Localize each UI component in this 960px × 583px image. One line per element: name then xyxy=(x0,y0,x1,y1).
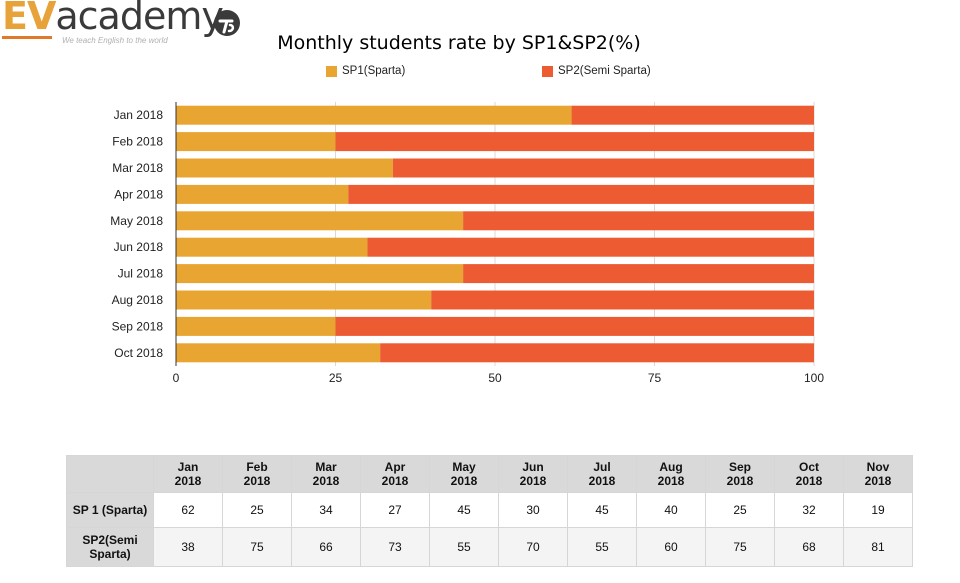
table-column-header: Jan 2018 xyxy=(153,455,223,493)
logo-wordmark: EVacademy xyxy=(2,0,224,38)
table-cell: 25 xyxy=(222,492,292,528)
table-column-header: Apr 2018 xyxy=(360,455,430,493)
table-row-header: SP 1 (Sparta) xyxy=(66,492,154,528)
table-column-header: Nov 2018 xyxy=(843,455,913,493)
table-cell: 70 xyxy=(498,527,568,567)
legend-swatch-sp1 xyxy=(326,65,337,77)
bar-sp2 xyxy=(431,290,814,310)
table-cell: 45 xyxy=(429,492,499,528)
bar-sp2 xyxy=(571,105,814,125)
x-tick-label: 25 xyxy=(329,371,343,385)
bar-sp2 xyxy=(392,158,814,178)
bar-sp1 xyxy=(176,343,381,363)
bar-sp1 xyxy=(176,211,464,231)
legend-swatch-sp2 xyxy=(542,65,553,77)
y-tick-label: Oct 2018 xyxy=(114,346,163,360)
x-tick-label: 75 xyxy=(648,371,662,385)
x-tick-label: 100 xyxy=(804,371,824,385)
bar-sp1 xyxy=(176,184,349,204)
x-tick-label: 0 xyxy=(173,371,180,385)
data-table: Jan 2018 Feb 2018 Mar 2018 Apr 2018 May 2018… xyxy=(66,455,913,567)
table-cell: 55 xyxy=(567,527,637,567)
table-column-header: Oct 2018 xyxy=(774,455,844,493)
bar-sp2 xyxy=(380,343,814,363)
bar-sp2 xyxy=(335,132,814,152)
y-tick-label: Mar 2018 xyxy=(112,161,163,175)
table-corner-cell xyxy=(66,455,154,493)
table-column-header: Sep 2018 xyxy=(705,455,775,493)
logo-underline xyxy=(2,36,52,39)
bar-sp1 xyxy=(176,237,368,257)
legend-item-sp2: SP2(Semi Sparta) xyxy=(542,65,651,77)
bar-sp1 xyxy=(176,132,336,152)
bar-sp1 xyxy=(176,290,432,310)
x-tick-label: 50 xyxy=(488,371,502,385)
table-cell: 73 xyxy=(360,527,430,567)
table-cell: 66 xyxy=(291,527,361,567)
table-cell: 62 xyxy=(153,492,223,528)
table-cell: 38 xyxy=(153,527,223,567)
y-tick-label: Jul 2018 xyxy=(118,267,164,281)
stacked-bar-chart: Jan 2018 Feb 2018 Mar 2018 Apr 2018 May 2018… xyxy=(110,102,824,385)
evacademy-logo: EVacademy We teach English to the world xyxy=(0,0,260,50)
y-tick-label: Apr 2018 xyxy=(114,187,163,201)
logo-emblem-icon xyxy=(214,10,240,36)
y-tick-label: Jan 2018 xyxy=(114,108,164,122)
chart-legend: SP1(Sparta) SP2(Semi Sparta) xyxy=(0,65,960,81)
legend-item-sp1: SP1(Sparta) xyxy=(326,65,405,77)
bar-sp1 xyxy=(176,105,572,125)
bar-sp2 xyxy=(348,184,814,204)
table-cell: 27 xyxy=(360,492,430,528)
bar-sp1 xyxy=(176,316,336,336)
table-column-header: Mar 2018 xyxy=(291,455,361,493)
table-cell: 19 xyxy=(843,492,913,528)
table-column-header: Jun 2018 xyxy=(498,455,568,493)
table-cell: 34 xyxy=(291,492,361,528)
table-column-header: May 2018 xyxy=(429,455,499,493)
table-cell: 81 xyxy=(843,527,913,567)
logo-tagline: We teach English to the world xyxy=(62,36,168,45)
legend-label-sp1: SP1(Sparta) xyxy=(342,65,406,77)
table-row: SP2(Semi Sparta) 38 75 66 73 55 70 55 60 75 68 81 xyxy=(66,527,913,567)
table-header-row: Jan 2018 Feb 2018 Mar 2018 Apr 2018 May 2018… xyxy=(66,455,913,493)
table-row: SP 1 (Sparta) 62 25 34 27 45 30 45 40 25 32 19 xyxy=(66,492,913,528)
table-cell: 75 xyxy=(222,527,292,567)
bar-sp2 xyxy=(463,211,814,231)
table-cell: 30 xyxy=(498,492,568,528)
table-cell: 45 xyxy=(567,492,637,528)
table-column-header: Feb 2018 xyxy=(222,455,292,493)
chart-title: Monthly students rate by SP1&SP2(%) xyxy=(277,32,641,54)
table-column-header: Jul 2018 xyxy=(567,455,637,493)
table-cell: 55 xyxy=(429,527,499,567)
table-cell: 75 xyxy=(705,527,775,567)
table-cell: 25 xyxy=(705,492,775,528)
bar-sp2 xyxy=(463,264,814,284)
bar-sp1 xyxy=(176,158,393,178)
table-cell: 60 xyxy=(636,527,706,567)
y-tick-label: Aug 2018 xyxy=(112,293,164,307)
legend-label-sp2: SP2(Semi Sparta) xyxy=(558,65,651,77)
y-tick-label: Jun 2018 xyxy=(114,240,164,254)
table-column-header: Aug 2018 xyxy=(636,455,706,493)
bar-sp1 xyxy=(176,264,464,284)
bar-sp2 xyxy=(367,237,814,257)
y-tick-label: Sep 2018 xyxy=(112,319,164,333)
y-tick-label: Feb 2018 xyxy=(112,135,163,149)
table-cell: 68 xyxy=(774,527,844,567)
y-tick-label: May 2018 xyxy=(110,214,163,228)
table-row-header: SP2(Semi Sparta) xyxy=(66,527,154,567)
bar-sp2 xyxy=(335,316,814,336)
table-cell: 40 xyxy=(636,492,706,528)
table-cell: 32 xyxy=(774,492,844,528)
